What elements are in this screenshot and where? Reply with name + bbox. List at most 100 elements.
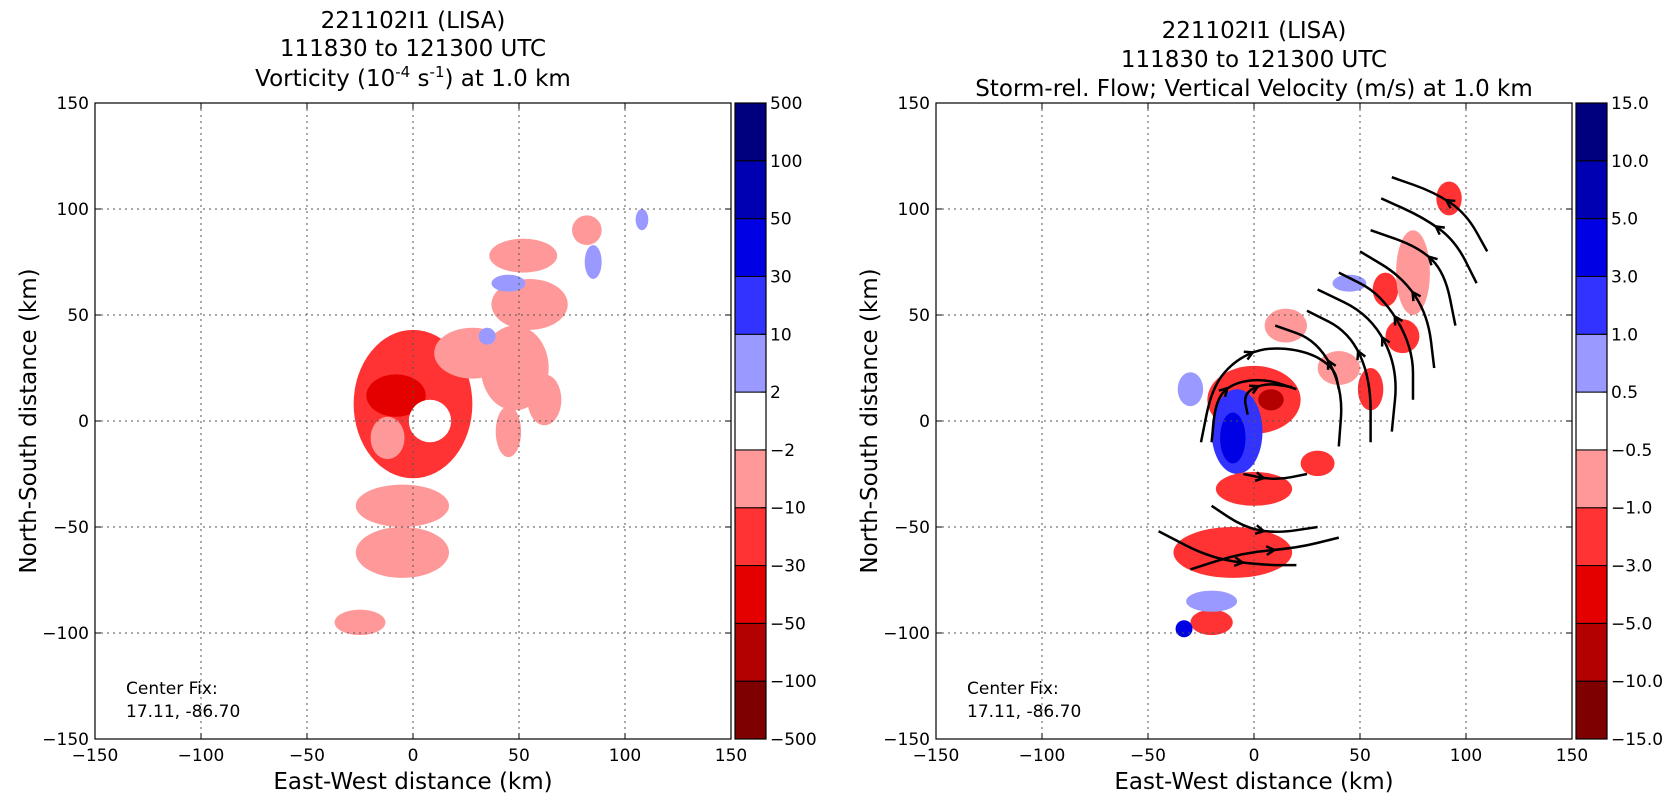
field-feature — [1264, 308, 1308, 343]
streamline-arrow — [1248, 384, 1261, 395]
streamline-arrow — [1380, 335, 1391, 347]
colorbar-label: 500 — [770, 94, 802, 114]
x-tick-label: −100 — [1019, 746, 1066, 766]
colorbar-label: 10 — [770, 325, 792, 345]
colorbar-label: −30 — [770, 557, 806, 577]
colorbar-segment — [1575, 680, 1608, 740]
colorbar-label: −3.0 — [1611, 557, 1652, 577]
colorbar-label: −2 — [770, 441, 795, 461]
colorbar-segment — [1575, 507, 1608, 567]
panel-1: −150 −100 −50 0 50 100 150−150−100−50050100150… — [16, 8, 817, 795]
chart-title: 221102I1 (LISA)111830 to 121300 UTCVorti… — [255, 8, 571, 92]
field-feature — [334, 609, 386, 636]
center-fix-annotation: Center Fix: — [126, 679, 218, 699]
field-feature — [1300, 450, 1335, 477]
colorbar-segment — [1575, 218, 1608, 277]
colorbar: 500 100 50 30 10 2 −2 −10 −30 −50 −100 −500 — [734, 94, 817, 750]
colorbar-label: 100 — [770, 152, 802, 172]
streamline-arrow — [1265, 545, 1277, 556]
colorbar-segment — [1575, 160, 1608, 220]
streamline — [1338, 271, 1415, 400]
field-feature — [478, 327, 496, 345]
grid — [95, 103, 731, 739]
y-tick-label: −100 — [883, 624, 930, 644]
field-feature — [355, 527, 450, 578]
panel-2: −150 −100 −50 0 50 100 150 −150 −100 −50 0 50 100 150… — [857, 18, 1663, 795]
field-feature — [1385, 319, 1420, 354]
title-line: 111830 to 121300 UTC — [280, 36, 546, 62]
x-tick-label: 50 — [1349, 746, 1371, 766]
colorbar-segment — [734, 680, 767, 740]
streamline-arrow — [1427, 254, 1438, 266]
ticks: −150 −100 −50 0 50 100 150 −150 −100 −50 0 50 100 150 — [42, 94, 747, 766]
x-tick-label: 100 — [609, 746, 641, 766]
streamlines — [1158, 176, 1489, 571]
y-axis-label: North-South distance (km) — [857, 268, 883, 573]
colorbar-segment — [1575, 333, 1608, 393]
colorbar-segment — [1575, 565, 1608, 624]
field-feature — [1332, 274, 1367, 292]
streamline-arrow — [1326, 358, 1337, 370]
ticks: −150 −100 −50 0 50 100 150 −150 −100 −50 0 50 100 150 — [883, 94, 1588, 766]
streamline-arrow — [1433, 224, 1445, 236]
field-feature — [572, 215, 602, 246]
field-feature — [355, 484, 450, 527]
colorbar-segment — [734, 565, 767, 624]
colorbar-label: 30 — [770, 267, 792, 287]
colorbar-label: −5.0 — [1611, 614, 1652, 634]
field-feature — [491, 278, 568, 330]
y-tick-label: −50 — [894, 518, 930, 538]
streamline-arrow — [1411, 290, 1422, 302]
center-fix-annotation: Center Fix: — [967, 679, 1059, 699]
streamline-arrow — [1254, 524, 1267, 535]
x-tick-label: −100 — [178, 746, 225, 766]
x-tick-label: −50 — [1130, 746, 1166, 766]
y-tick-label: 100 — [57, 200, 89, 220]
field-feature — [489, 238, 558, 273]
streamline — [1391, 176, 1489, 253]
x-tick-label: 150 — [715, 746, 747, 766]
y-tick-label: 150 — [898, 94, 930, 114]
streamline — [1380, 197, 1478, 284]
streamline — [1359, 250, 1436, 369]
colorbar-segment — [734, 449, 767, 509]
x-tick-label: 150 — [1556, 746, 1588, 766]
streamline — [1190, 536, 1340, 571]
streamline — [1370, 229, 1457, 326]
colorbar-label: −50 — [770, 614, 806, 634]
field-feature — [635, 209, 649, 231]
colorbar-label: −1.0 — [1611, 499, 1652, 519]
x-tick-label: −150 — [72, 746, 119, 766]
streamline-arrow — [1243, 350, 1256, 361]
title-line: 111830 to 121300 UTC — [1121, 47, 1387, 73]
colorbar-label: 10.0 — [1611, 152, 1649, 172]
x-axis-label: East-West distance (km) — [273, 769, 552, 795]
title-part-pre: Vorticity (10 — [255, 66, 395, 92]
title-variable: Vorticity (10-4 s-1) at 1.0 km — [255, 63, 571, 92]
center-fix-annotation: 17.11, -86.70 — [967, 702, 1081, 722]
y-tick-label: −100 — [42, 624, 89, 644]
streamline — [1210, 378, 1297, 443]
colorbar-frame — [1575, 102, 1608, 740]
x-tick-label: −150 — [913, 746, 960, 766]
field-feature — [408, 399, 452, 443]
streamline — [1317, 288, 1397, 432]
colorbar-label: −15.0 — [1611, 730, 1663, 750]
streamline — [1306, 309, 1372, 443]
streamline — [1199, 347, 1341, 443]
colorbar-segment — [734, 275, 767, 335]
y-tick-label: 50 — [67, 306, 89, 326]
field-feature — [495, 406, 522, 458]
colorbar-label: −0.5 — [1611, 441, 1652, 461]
colorbar-segment — [734, 102, 767, 162]
field-feature — [527, 374, 562, 426]
chart-title: 221102I1 (LISA) 111830 to 121300 UTC Storm… — [975, 18, 1533, 102]
streamline — [1274, 324, 1343, 447]
x-tick-label: −50 — [289, 746, 325, 766]
colorbar-label: −500 — [770, 730, 817, 750]
colorbar-label: −10.0 — [1611, 672, 1663, 692]
colorbar: 15.0 10.0 5.0 3.0 1.0 0.5 −0.5 −1.0 −3.0 −5.0 −10.… — [1575, 94, 1663, 750]
y-axis-label: North-South distance (km) — [16, 268, 42, 573]
field-feature — [1357, 368, 1384, 411]
x-tick-label: 0 — [1249, 746, 1260, 766]
